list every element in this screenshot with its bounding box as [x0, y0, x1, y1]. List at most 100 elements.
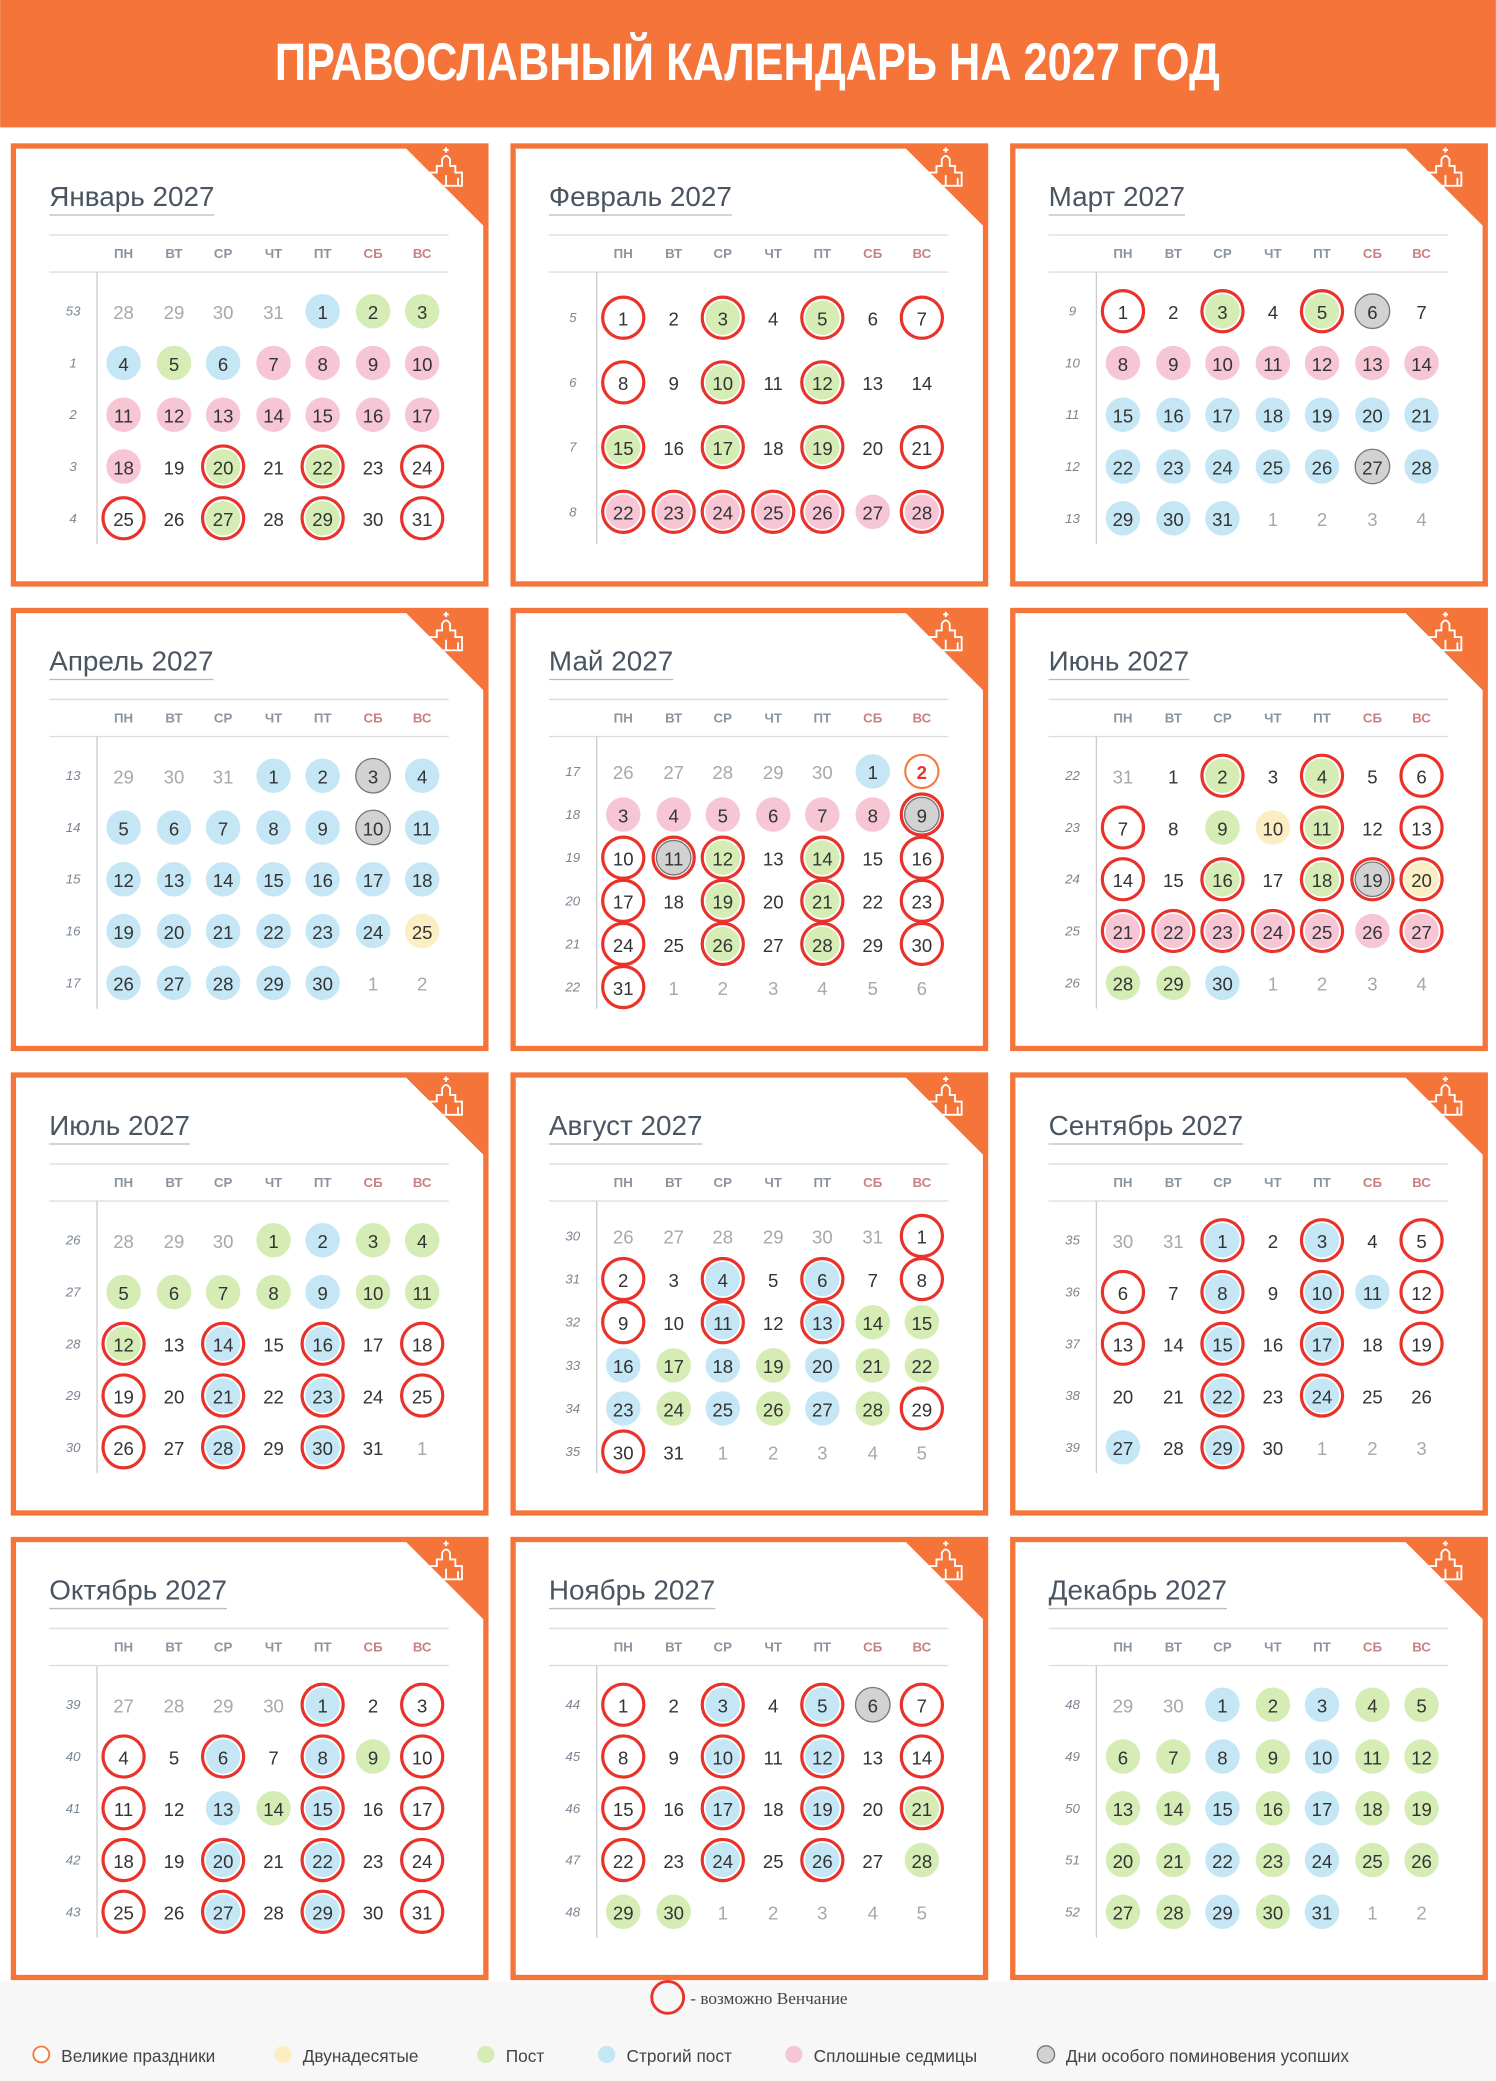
weekday-label: ВС: [413, 246, 432, 261]
day-number: 26: [613, 762, 634, 783]
day-highlight: [1205, 1274, 1240, 1310]
wedding-ring: [800, 295, 845, 340]
day-number: 1: [268, 767, 278, 788]
day-number: 15: [263, 870, 284, 891]
day-number: 26: [712, 935, 733, 956]
day-number: 25: [1362, 1386, 1383, 1407]
day-number: 4: [118, 1747, 128, 1768]
day-highlight: [1105, 501, 1141, 536]
day-number: 12: [763, 1313, 784, 1334]
day-number: 2: [917, 762, 927, 783]
day-number: 18: [412, 1335, 433, 1356]
day-number: 6: [1118, 1283, 1128, 1304]
wedding-ring: [1200, 1425, 1245, 1470]
day-number: 26: [113, 1438, 134, 1459]
church-icon: [928, 1076, 963, 1116]
day-highlight: [205, 810, 241, 845]
day-number: 13: [763, 849, 784, 870]
legend-label: Сплошные седмицы: [814, 2046, 977, 2066]
wedding-ring: [700, 1256, 745, 1302]
day-number: 21: [862, 1356, 883, 1377]
day-number: 5: [169, 354, 179, 375]
day-number: 9: [317, 1283, 327, 1304]
day-highlight: [1156, 1842, 1191, 1878]
weekday-label: ВТ: [1165, 710, 1182, 725]
day-number: 22: [263, 922, 284, 943]
panel-frame: [1010, 1072, 1488, 1516]
day-number: 22: [613, 503, 634, 524]
day-number: 19: [113, 922, 134, 943]
day-number: 13: [164, 870, 185, 891]
day-number: 12: [164, 1799, 185, 1820]
day-number: 27: [113, 1696, 134, 1717]
wedding-ring: [1100, 289, 1146, 334]
day-highlight: [205, 1791, 241, 1826]
day-number: 25: [712, 1399, 733, 1420]
day-number: 29: [113, 767, 134, 788]
day-number: 22: [312, 1851, 333, 1872]
day-number: 17: [712, 1799, 733, 1820]
day-highlight: [256, 861, 291, 897]
day-highlight: [1205, 861, 1240, 897]
day-highlight: [305, 965, 340, 1001]
day-highlight: [1255, 397, 1291, 432]
day-highlight: [1156, 449, 1191, 484]
day-number: 27: [164, 974, 185, 995]
day-number: 4: [868, 1903, 878, 1924]
day-highlight: [1205, 1326, 1240, 1362]
church-outline: [928, 1540, 963, 1581]
day-number: 14: [1163, 1799, 1184, 1820]
day-number: 6: [218, 354, 228, 375]
week-number: 13: [66, 768, 81, 783]
day-number: 19: [1362, 870, 1383, 891]
wedding-ring: [601, 921, 646, 967]
wedding-ring: [1151, 908, 1196, 954]
week-number: 26: [65, 1233, 81, 1248]
wedding-ring: [400, 1889, 445, 1934]
wedding-ring: [200, 1373, 246, 1418]
week-number: 38: [1065, 1388, 1080, 1403]
wedding-ring: [300, 1837, 345, 1883]
day-number: 9: [618, 1313, 628, 1334]
legend-label: Пост: [506, 2046, 545, 2066]
church-outline: [429, 1076, 463, 1116]
church-icon: [1428, 1076, 1463, 1116]
day-highlight: [1304, 1894, 1340, 1930]
day-highlight: [1156, 1791, 1191, 1826]
week-number: 47: [565, 1853, 580, 1868]
day-number: 29: [1212, 1438, 1233, 1459]
wedding-ring: [651, 489, 696, 534]
day-highlight: [705, 1842, 741, 1878]
panel-corner: [1402, 610, 1486, 693]
day-highlight: [404, 1222, 440, 1258]
wedding-ring: [800, 360, 845, 405]
wedding-ring: [700, 1734, 745, 1779]
day-number: 16: [1263, 1799, 1284, 1820]
day-number: 8: [317, 354, 327, 375]
day-number: 27: [862, 1851, 883, 1872]
wedding-ring: [800, 1837, 845, 1883]
church-icon: [429, 1540, 463, 1581]
day-number: 15: [613, 438, 634, 459]
day-number: 8: [618, 1747, 628, 1768]
day-highlight: [1404, 397, 1439, 432]
day-highlight: [205, 501, 241, 536]
day-number: 20: [1362, 406, 1383, 427]
day-highlight: [805, 1791, 840, 1826]
day-number: 2: [669, 1696, 679, 1717]
weekday-label: ПН: [614, 1175, 633, 1190]
month-title: Октябрь 2027: [49, 1574, 227, 1605]
weekday-label: СР: [1213, 246, 1232, 261]
day-number: 10: [663, 1313, 684, 1334]
day-highlight: [1355, 1274, 1390, 1310]
day-highlight: [904, 1348, 940, 1383]
day-highlight: [1304, 1222, 1340, 1258]
day-highlight: [355, 345, 391, 381]
church-outline: [1428, 1076, 1463, 1116]
day-number: 23: [663, 503, 684, 524]
day-number: 5: [917, 1903, 927, 1924]
legend-label: Двунадесятые: [303, 2046, 419, 2066]
wedding-ring: [601, 295, 646, 340]
day-number: 2: [317, 767, 327, 788]
